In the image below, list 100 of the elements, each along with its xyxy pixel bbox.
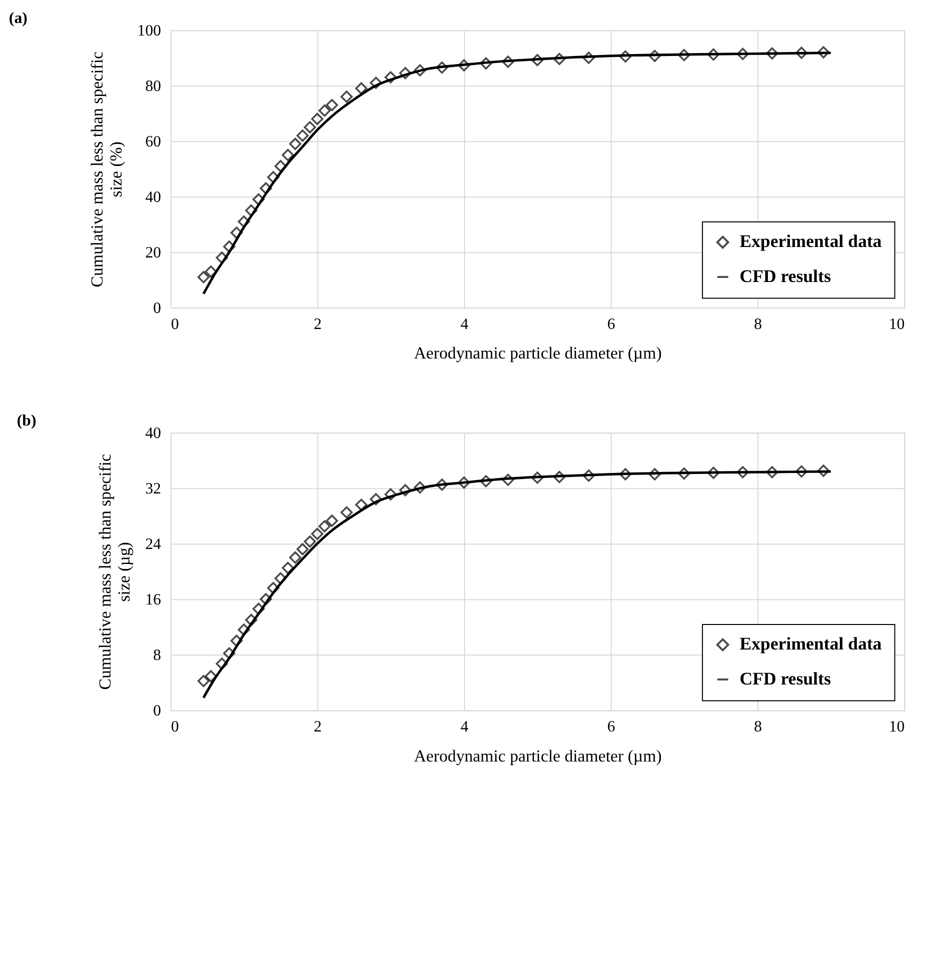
point	[370, 493, 382, 506]
point	[223, 240, 236, 253]
point	[458, 476, 470, 489]
point	[766, 466, 778, 478]
point	[458, 59, 470, 72]
y-tick-label: 0	[153, 702, 162, 720]
point	[252, 193, 265, 206]
point	[282, 562, 294, 574]
x-tick-label: 2	[314, 718, 322, 736]
x-tick-label: 8	[754, 718, 762, 736]
x-tick-label: 4	[460, 316, 469, 333]
point	[678, 48, 690, 62]
y-tick-label: 40	[145, 425, 162, 442]
point	[340, 506, 353, 519]
legend-label: CFD results	[740, 266, 831, 286]
x-tick-label: 4	[460, 718, 469, 736]
point	[230, 634, 243, 647]
point	[267, 171, 280, 184]
point	[340, 90, 353, 103]
point	[274, 572, 287, 584]
point	[648, 468, 661, 480]
point	[480, 57, 492, 70]
x-axis-title: Aerodynamic particle diameter (µm)	[414, 746, 662, 766]
point	[678, 467, 690, 480]
x-axis-title: Aerodynamic particle diameter (µm)	[414, 344, 662, 363]
point	[736, 48, 749, 60]
x-tick-label: 0	[171, 718, 180, 736]
x-tick-label: 0	[171, 316, 180, 333]
point	[355, 82, 368, 94]
y-tick-label: 60	[145, 134, 162, 151]
point	[274, 160, 287, 172]
y-axis-title: Cumulative mass less than specific size (%)	[88, 51, 126, 288]
point	[817, 464, 830, 477]
point	[304, 535, 316, 548]
text: (b)	[16, 412, 36, 430]
point	[766, 47, 778, 60]
point	[502, 56, 514, 68]
point	[326, 98, 338, 112]
point	[204, 266, 217, 278]
point	[318, 104, 331, 117]
point	[238, 216, 250, 228]
y-tick-label: 0	[153, 300, 162, 318]
x-tick-label: 8	[754, 316, 762, 333]
point	[223, 647, 236, 660]
y-axis-title: Cumulative mass less than specific size (µg)	[96, 454, 134, 690]
point	[370, 76, 382, 89]
point	[436, 61, 448, 74]
legend-label: Experimental data	[740, 634, 882, 654]
point	[436, 478, 448, 491]
y-tick-label: 40	[145, 189, 162, 206]
text: (a)	[8, 10, 28, 28]
point	[707, 48, 720, 61]
y-tick-label: 32	[145, 480, 162, 498]
point	[282, 148, 294, 162]
point	[260, 182, 272, 194]
legend-label: Experimental data	[740, 231, 882, 252]
point	[414, 64, 426, 76]
y-tick-label: 20	[145, 244, 162, 262]
legend-label: CFD results	[740, 668, 831, 688]
point	[311, 112, 324, 126]
point	[326, 514, 338, 527]
point	[707, 466, 720, 479]
point	[296, 543, 309, 556]
point	[531, 54, 544, 66]
point	[252, 602, 265, 615]
point	[817, 46, 830, 58]
y-tick-label: 80	[145, 78, 162, 96]
point	[582, 52, 595, 64]
point	[204, 670, 217, 682]
y-tick-label: 16	[145, 592, 162, 609]
point	[648, 50, 661, 62]
point	[553, 470, 566, 484]
point	[384, 71, 397, 84]
point	[480, 475, 492, 488]
point	[318, 520, 331, 532]
point	[267, 582, 280, 594]
x-tick-label: 6	[607, 718, 616, 736]
y-tick-label: 24	[145, 536, 162, 554]
point	[230, 226, 243, 239]
point	[553, 52, 566, 66]
point	[304, 121, 316, 134]
point	[197, 674, 210, 688]
x-tick-label: 10	[888, 316, 905, 333]
point	[216, 658, 228, 670]
point	[795, 465, 808, 478]
point	[531, 472, 544, 484]
point	[384, 488, 397, 500]
x-tick-label: 10	[888, 718, 905, 736]
point	[238, 624, 250, 636]
point	[296, 129, 309, 142]
point	[216, 252, 228, 264]
point	[260, 593, 272, 606]
y-tick-label: 100	[137, 22, 162, 40]
point	[311, 528, 324, 540]
point	[619, 50, 632, 63]
point	[289, 138, 302, 150]
x-tick-label: 6	[607, 316, 616, 333]
y-tick-label: 8	[153, 647, 162, 664]
point	[355, 498, 368, 511]
point	[245, 614, 258, 626]
